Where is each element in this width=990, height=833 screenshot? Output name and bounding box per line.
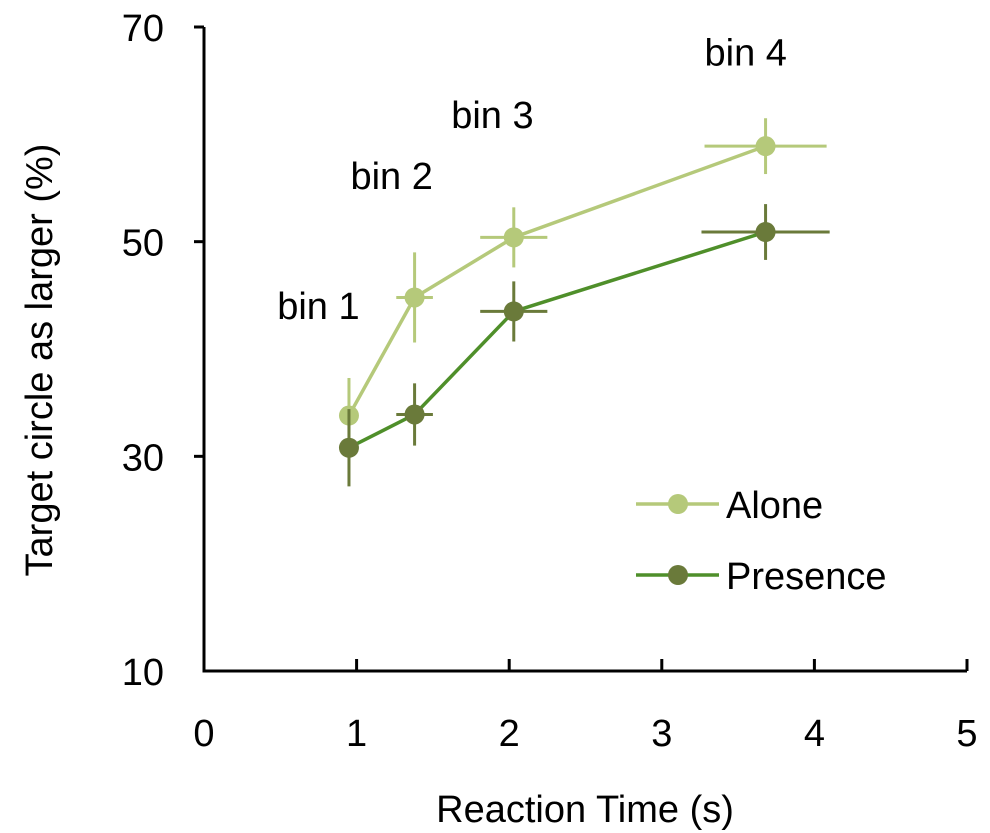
x-tick-label: 5 bbox=[956, 713, 977, 755]
axes bbox=[202, 27, 967, 673]
series-line-alone bbox=[347, 144, 767, 417]
bin-label: bin 3 bbox=[451, 95, 533, 137]
x-tick-label: 1 bbox=[346, 713, 367, 755]
legend-item-alone: Alone bbox=[636, 485, 823, 527]
tick-labels: 0 1 2 3 4 5 10 30 50 70 bbox=[122, 8, 978, 755]
data-point-presence bbox=[404, 404, 425, 425]
data-point-alone bbox=[503, 227, 524, 248]
series-presence bbox=[338, 204, 830, 487]
y-tick-label: 50 bbox=[122, 223, 164, 265]
ticks bbox=[194, 25, 969, 671]
y-tick-label: 70 bbox=[122, 8, 164, 50]
series-line-presence bbox=[348, 230, 767, 450]
data-point-presence bbox=[338, 437, 359, 458]
y-tick-label: 30 bbox=[122, 437, 164, 479]
data-point-presence bbox=[503, 301, 524, 322]
legend-marker-alone bbox=[668, 494, 688, 514]
legend-marker-presence bbox=[668, 565, 688, 585]
x-tick-label: 3 bbox=[651, 713, 672, 755]
legend-label-alone: Alone bbox=[726, 485, 823, 527]
data-point-alone bbox=[755, 136, 776, 157]
x-tick-label: 2 bbox=[499, 713, 520, 755]
bin-label: bin 2 bbox=[350, 156, 432, 198]
data-point-alone bbox=[404, 287, 425, 308]
legend: Alone Presence bbox=[636, 485, 887, 598]
annotations: bin 1 bin 2 bin 3 bin 4 bbox=[277, 33, 787, 328]
y-tick-label: 10 bbox=[122, 652, 164, 694]
bin-label: bin 1 bbox=[277, 286, 359, 328]
legend-label-presence: Presence bbox=[726, 556, 887, 598]
x-tick-label: 4 bbox=[804, 713, 825, 755]
x-axis-title: Reaction Time (s) bbox=[436, 789, 734, 831]
y-axis-title: Target circle as larger (%) bbox=[19, 144, 61, 577]
x-tick-label: 0 bbox=[193, 713, 214, 755]
legend-item-presence: Presence bbox=[636, 556, 887, 598]
series-layer bbox=[338, 118, 830, 487]
data-point-presence bbox=[755, 222, 776, 243]
bin-label: bin 4 bbox=[705, 33, 787, 75]
